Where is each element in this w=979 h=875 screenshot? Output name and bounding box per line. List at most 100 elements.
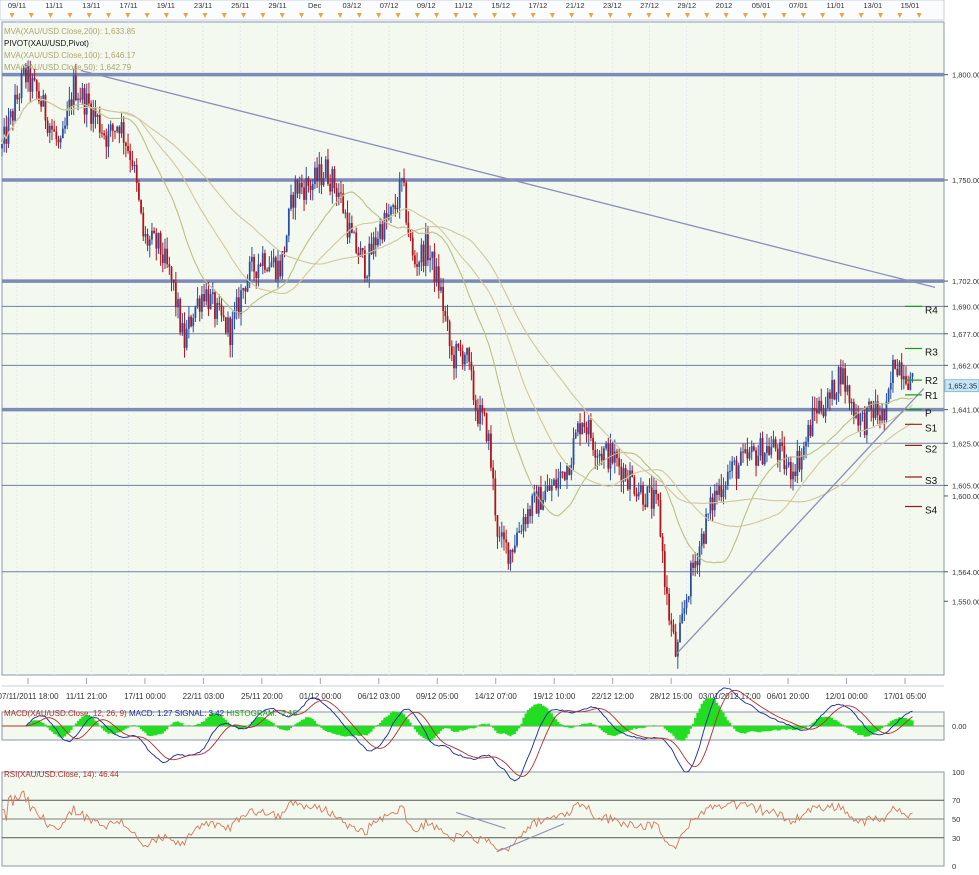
descending-trendline[interactable]	[80, 69, 936, 289]
candle-bullish[interactable]	[687, 596, 690, 600]
candle-bearish[interactable]	[844, 368, 847, 392]
candle-bullish[interactable]	[707, 513, 710, 515]
candle-bearish[interactable]	[131, 160, 134, 167]
candle-bullish[interactable]	[596, 456, 599, 458]
candle-bearish[interactable]	[848, 385, 851, 404]
candle-bearish[interactable]	[168, 264, 171, 268]
candle-bearish[interactable]	[98, 114, 101, 133]
candle-bearish[interactable]	[672, 624, 675, 632]
candle-bullish[interactable]	[559, 471, 562, 478]
candle-bullish[interactable]	[479, 405, 481, 424]
candle-bullish[interactable]	[290, 194, 292, 209]
candle-bearish[interactable]	[118, 126, 121, 134]
candle-bearish[interactable]	[863, 412, 866, 436]
candle-bullish[interactable]	[653, 489, 655, 509]
candle-bearish[interactable]	[839, 367, 842, 385]
candle-bullish[interactable]	[685, 599, 688, 609]
candle-bullish[interactable]	[240, 290, 242, 315]
candle-bearish[interactable]	[296, 179, 299, 194]
candle-bullish[interactable]	[387, 214, 390, 219]
candle-bearish[interactable]	[761, 438, 764, 465]
candle-bullish[interactable]	[737, 465, 740, 479]
candle-bearish[interactable]	[555, 479, 558, 489]
candle-bearish[interactable]	[820, 400, 823, 412]
candle-bearish[interactable]	[122, 122, 125, 143]
candle-bearish[interactable]	[316, 167, 318, 181]
candle-bearish[interactable]	[214, 292, 216, 319]
candle-bullish[interactable]	[553, 479, 555, 486]
candle-bullish[interactable]	[576, 423, 579, 433]
candle-bearish[interactable]	[161, 254, 164, 264]
candle-bearish[interactable]	[374, 237, 377, 246]
candle-bullish[interactable]	[372, 237, 375, 255]
candle-bearish[interactable]	[450, 346, 453, 355]
candle-bullish[interactable]	[698, 546, 701, 566]
candle-bullish[interactable]	[463, 354, 466, 365]
candle-bullish[interactable]	[676, 641, 679, 657]
candle-bullish[interactable]	[892, 359, 894, 383]
candle-bearish[interactable]	[335, 188, 338, 197]
candle-bullish[interactable]	[424, 234, 427, 267]
candle-bearish[interactable]	[529, 509, 531, 517]
candle-bearish[interactable]	[155, 233, 158, 249]
candle-bullish[interactable]	[324, 159, 327, 178]
candle-bullish[interactable]	[533, 491, 536, 496]
candle-bearish[interactable]	[490, 433, 492, 468]
candle-bearish[interactable]	[220, 304, 223, 316]
candle-bullish[interactable]	[14, 94, 16, 121]
candle-bearish[interactable]	[138, 183, 140, 200]
candle-bearish[interactable]	[40, 100, 43, 107]
candle-bearish[interactable]	[611, 443, 614, 463]
candle-bullish[interactable]	[194, 306, 197, 318]
candle-bullish[interactable]	[757, 455, 760, 466]
candle-bearish[interactable]	[46, 120, 49, 133]
candle-bullish[interactable]	[689, 562, 692, 597]
candle-bullish[interactable]	[177, 299, 179, 308]
candle-bullish[interactable]	[366, 276, 368, 279]
candle-bearish[interactable]	[442, 286, 445, 312]
candle-bearish[interactable]	[25, 67, 27, 83]
candle-bearish[interactable]	[111, 124, 114, 131]
candle-bullish[interactable]	[133, 164, 136, 167]
candle-bearish[interactable]	[696, 561, 699, 566]
candle-bearish[interactable]	[340, 192, 342, 194]
candle-bearish[interactable]	[896, 368, 899, 376]
candle-bearish[interactable]	[852, 401, 855, 418]
candle-bearish[interactable]	[166, 248, 169, 265]
candle-bullish[interactable]	[181, 323, 184, 333]
candle-bullish[interactable]	[800, 456, 803, 470]
candle-bullish[interactable]	[337, 192, 340, 197]
candle-bullish[interactable]	[842, 368, 844, 385]
candle-bearish[interactable]	[172, 279, 175, 283]
candle-bullish[interactable]	[509, 549, 512, 564]
candle-bearish[interactable]	[55, 131, 58, 140]
candle-bearish[interactable]	[644, 504, 647, 507]
candle-bearish[interactable]	[38, 91, 40, 101]
candle-bearish[interactable]	[224, 317, 227, 333]
candle-bullish[interactable]	[518, 530, 521, 533]
candle-bearish[interactable]	[816, 409, 818, 414]
candle-bullish[interactable]	[837, 367, 840, 394]
candle-bullish[interactable]	[748, 452, 751, 459]
candle-bullish[interactable]	[261, 253, 264, 266]
candle-bullish[interactable]	[581, 423, 584, 435]
candle-bearish[interactable]	[83, 88, 86, 115]
candle-bullish[interactable]	[85, 93, 88, 115]
candle-bearish[interactable]	[822, 411, 825, 417]
candle-bullish[interactable]	[81, 88, 84, 100]
candle-bullish[interactable]	[272, 257, 275, 263]
candle-bullish[interactable]	[811, 407, 814, 436]
candle-bearish[interactable]	[583, 423, 586, 427]
candle-bullish[interactable]	[705, 514, 707, 544]
candle-bullish[interactable]	[398, 180, 401, 208]
candle-bullish[interactable]	[383, 213, 386, 240]
candle-bullish[interactable]	[18, 97, 21, 100]
candle-bearish[interactable]	[648, 486, 651, 488]
candle-bearish[interactable]	[183, 323, 186, 348]
candle-bullish[interactable]	[546, 485, 549, 491]
candle-bullish[interactable]	[531, 495, 534, 517]
candle-bullish[interactable]	[211, 292, 214, 295]
candle-bearish[interactable]	[198, 298, 201, 312]
candle-bearish[interactable]	[590, 420, 592, 438]
candle-bullish[interactable]	[570, 464, 573, 475]
